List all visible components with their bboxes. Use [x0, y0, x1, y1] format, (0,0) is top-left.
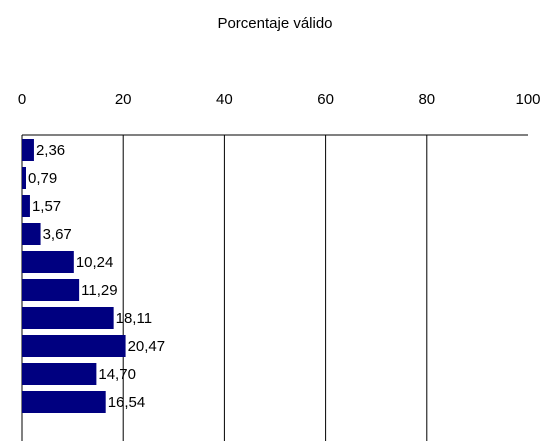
value-label: 18,11 [116, 310, 152, 327]
bar [22, 251, 74, 273]
x-tick-label: 40 [216, 91, 233, 108]
value-label: 0,79 [28, 170, 57, 187]
x-tick-label: 100 [515, 91, 540, 108]
value-label: 11,29 [81, 282, 117, 299]
chart-title: Porcentaje válido [217, 15, 332, 32]
bar [22, 195, 30, 217]
value-label: 16,54 [108, 394, 146, 411]
bar [22, 307, 114, 329]
x-tick-label: 60 [317, 91, 334, 108]
value-label: 14,70 [98, 366, 136, 383]
bar [22, 335, 126, 357]
value-label: 1,57 [32, 198, 61, 215]
bar [22, 223, 41, 245]
bar [22, 391, 106, 413]
bar [22, 279, 80, 301]
x-tick-label: 20 [115, 91, 132, 108]
value-label: 2,36 [36, 142, 65, 159]
bar [22, 167, 26, 189]
value-label: 20,47 [128, 338, 166, 355]
value-label: 3,67 [43, 226, 72, 243]
value-label: 10,24 [76, 254, 114, 271]
x-tick-label: 80 [418, 91, 435, 108]
x-tick-label: 0 [18, 91, 26, 108]
bar [22, 139, 34, 161]
bar [22, 363, 97, 385]
